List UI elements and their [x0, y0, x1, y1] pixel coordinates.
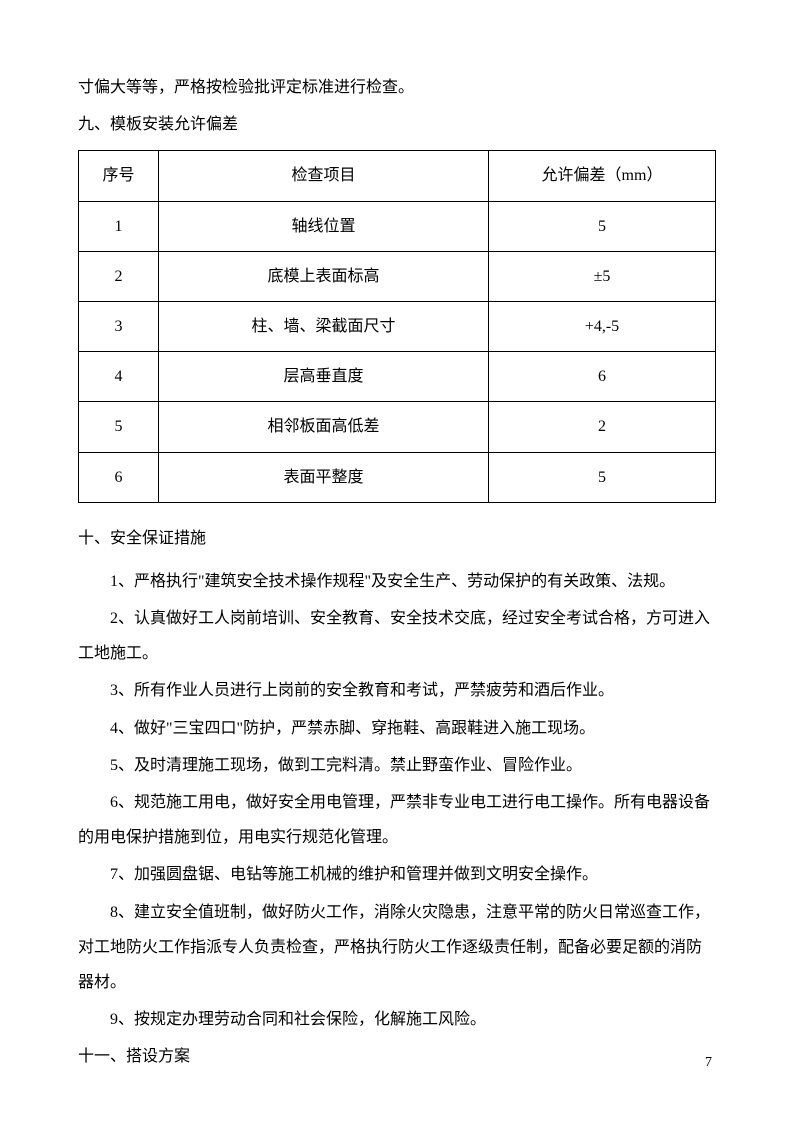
section-11-title: 十一、搭设方案: [78, 1039, 716, 1074]
table-cell: +4,-5: [489, 301, 716, 351]
document-body: 寸偏大等等，严格按检验批评定标准进行检查。 九、模板安装允许偏差 序号 检查项目…: [78, 70, 716, 1075]
table-header-cell: 允许偏差（mm）: [489, 151, 716, 201]
table-cell: 5: [489, 201, 716, 251]
table-cell: 轴线位置: [159, 201, 489, 251]
table-header-cell: 序号: [79, 151, 159, 201]
table-cell: 2: [79, 251, 159, 301]
table-cell: 3: [79, 301, 159, 351]
table-cell: 柱、墙、梁截面尺寸: [159, 301, 489, 351]
table-cell: 1: [79, 201, 159, 251]
list-item: 6、规范施工用电，做好安全用电管理，严禁非专业电工进行电工操作。所有电器设备的用…: [78, 785, 716, 855]
list-item: 3、所有作业人员进行上岗前的安全教育和考试，严禁疲劳和酒后作业。: [78, 673, 716, 708]
list-item: 9、按规定办理劳动合同和社会保险，化解施工风险。: [78, 1002, 716, 1037]
table-row: 4 层高垂直度 6: [79, 352, 716, 402]
table-cell: 层高垂直度: [159, 352, 489, 402]
table-row: 5 相邻板面高低差 2: [79, 402, 716, 452]
table-cell: ±5: [489, 251, 716, 301]
table-cell: 底模上表面标高: [159, 251, 489, 301]
table-header-row: 序号 检查项目 允许偏差（mm）: [79, 151, 716, 201]
table-cell: 5: [79, 402, 159, 452]
page-number: 7: [705, 1055, 712, 1071]
table-cell: 2: [489, 402, 716, 452]
list-item: 7、加强圆盘锯、电钻等施工机械的维护和管理并做到文明安全操作。: [78, 857, 716, 892]
table-row: 3 柱、墙、梁截面尺寸 +4,-5: [79, 301, 716, 351]
section-9-title: 九、模板安装允许偏差: [78, 107, 716, 142]
table-cell: 4: [79, 352, 159, 402]
tolerance-table: 序号 检查项目 允许偏差（mm） 1 轴线位置 5 2 底模上表面标高 ±5 3…: [78, 150, 716, 502]
table-header-cell: 检查项目: [159, 151, 489, 201]
list-item: 5、及时清理施工现场，做到工完料清。禁止野蛮作业、冒险作业。: [78, 748, 716, 783]
list-item: 8、建立安全值班制，做好防火工作，消除火灾隐患，注意平常的防火日常巡查工作，对工…: [78, 895, 716, 1001]
table-row: 2 底模上表面标高 ±5: [79, 251, 716, 301]
table-cell: 6: [489, 352, 716, 402]
table-cell: 表面平整度: [159, 452, 489, 502]
table-cell: 5: [489, 452, 716, 502]
table-cell: 相邻板面高低差: [159, 402, 489, 452]
table-cell: 6: [79, 452, 159, 502]
list-item: 2、认真做好工人岗前培训、安全教育、安全技术交底，经过安全考试合格，方可进入工地…: [78, 601, 716, 671]
table-row: 6 表面平整度 5: [79, 452, 716, 502]
section-10-title: 十、安全保证措施: [78, 521, 716, 556]
list-item: 4、做好"三宝四口"防护，严禁赤脚、穿拖鞋、高跟鞋进入施工现场。: [78, 711, 716, 746]
table-row: 1 轴线位置 5: [79, 201, 716, 251]
list-item: 1、严格执行"建筑安全技术操作规程"及安全生产、劳动保护的有关政策、法规。: [78, 564, 716, 599]
intro-paragraph: 寸偏大等等，严格按检验批评定标准进行检查。: [78, 70, 716, 105]
